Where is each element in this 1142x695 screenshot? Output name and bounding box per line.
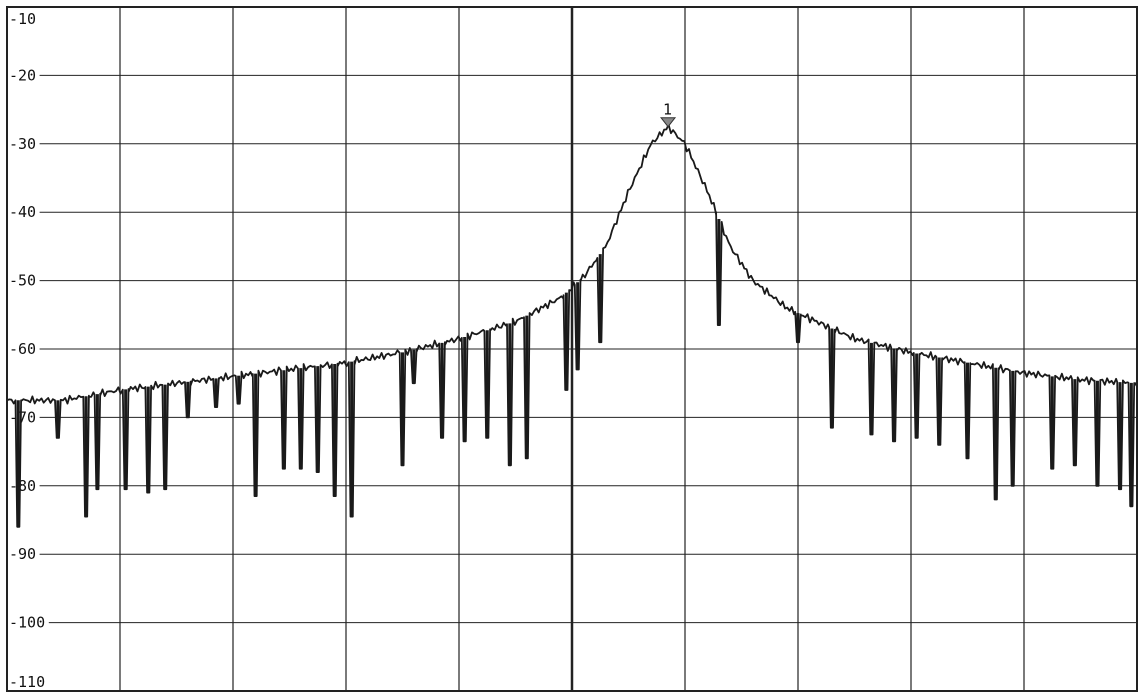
ytick-label: -90 (9, 545, 36, 563)
ytick-label: -110 (9, 673, 45, 691)
ytick-label: -40 (9, 203, 36, 221)
ytick-label: -10 (9, 10, 36, 28)
ytick-label-bg (8, 135, 40, 152)
marker-layer: 1 (660, 101, 677, 128)
plot-frame (6, 6, 1138, 692)
ytick-label-bg (8, 546, 40, 563)
ytick-label-bg (8, 674, 49, 690)
ytick-label-bg (8, 204, 40, 221)
ytick-label: -20 (9, 66, 36, 84)
ytick-label-bg (8, 67, 40, 84)
ytick-label: -50 (9, 272, 36, 290)
y-axis-ticks: -10 -20 -30 -40 -50 -60 -70 -80 -90 -100 -110 (8, 10, 49, 691)
marker-1-label: 1 (663, 101, 672, 119)
ytick-label: -30 (9, 135, 36, 153)
trace-layer (6, 123, 1138, 528)
ytick-label-bg (8, 11, 40, 27)
ytick-label: -60 (9, 340, 36, 358)
ytick-label: -80 (9, 477, 36, 495)
ytick-label-bg (8, 341, 40, 357)
ytick-label-bg (8, 272, 40, 289)
marker-1-icon (660, 117, 677, 128)
grid (6, 6, 1138, 692)
ytick-label-bg (8, 614, 49, 631)
ytick-label: -100 (9, 614, 45, 632)
ytick-label: -70 (9, 408, 36, 426)
